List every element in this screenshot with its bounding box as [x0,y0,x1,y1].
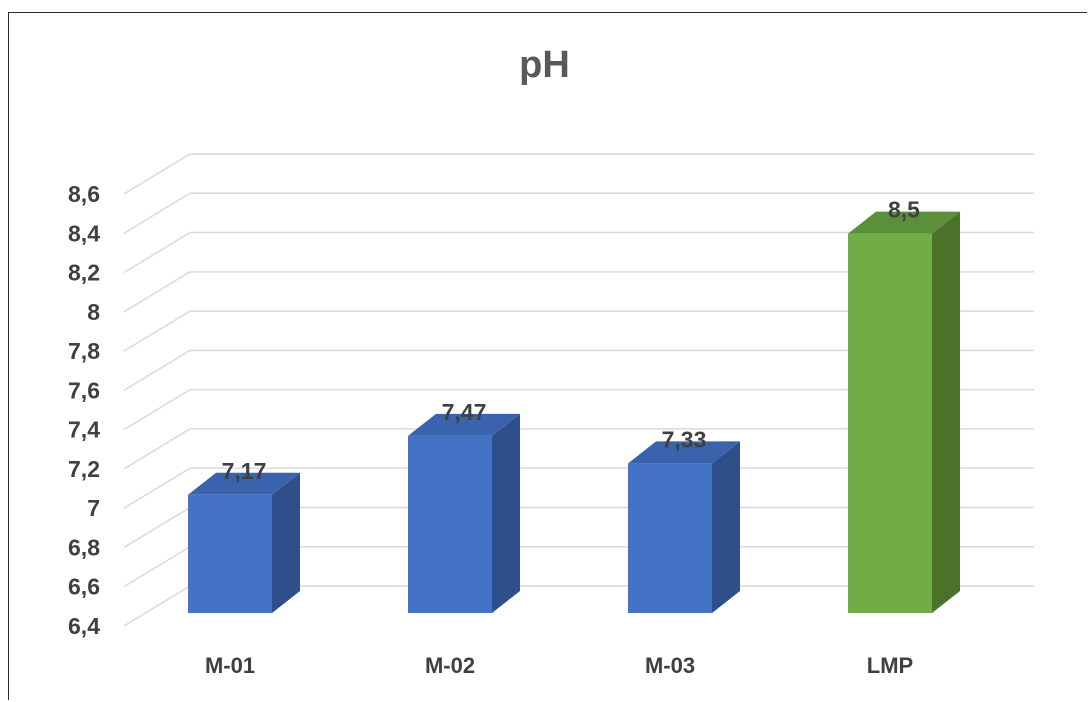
y-tick-label: 8 [87,299,100,325]
gridline-diagonal [123,506,191,549]
bar-top [408,413,520,436]
x-category-label: LMP [867,653,913,678]
bar-m-02 [408,413,520,613]
x-category-label: M-03 [645,653,695,678]
gridline-diagonal [123,192,191,234]
bar-m-01 [188,472,300,613]
gridline-diagonal [123,546,191,588]
bar-side [272,472,300,613]
bar-front [848,233,932,614]
gridline-diagonal [123,585,191,627]
chart-frame [8,12,1087,700]
y-tick-label: 7,8 [68,338,100,364]
gridline-diagonal [123,428,191,470]
gridline-diagonal [123,388,191,431]
gridline-diagonal [123,467,191,509]
bar-front [628,463,712,613]
chart-title: pH [519,44,570,86]
bar-front [408,435,492,613]
y-tick-label: 8,2 [68,260,100,286]
data-label: 7,33 [662,426,707,452]
y-axis-ticks: 6,4 6,6 6,8 7 7,2 7,4 7,6 7,8 8 8,2 8,4 8,6 [68,181,100,639]
y-tick-label: 7,2 [68,456,100,482]
bar-top [628,441,740,464]
data-label: 8,5 [888,197,920,223]
y-tick-label: 7,4 [68,417,100,443]
y-tick-label: 6,8 [68,534,100,560]
gridline-diagonal [123,153,191,195]
bar-side [492,413,520,613]
gridline-diagonal [123,349,191,392]
y-tick-label: 7,6 [68,377,100,403]
data-label: 7,17 [222,458,267,484]
x-category-label: M-02 [425,653,475,678]
bar-side [932,211,960,614]
gridline-diagonal [123,231,191,274]
bar-top [848,211,960,234]
bar-m-03 [628,441,740,613]
bar-lmp [848,211,960,614]
y-tick-label: 7 [87,495,100,521]
bars: 7,17 M-01 7,47 M-02 7,33 M-03 8,5 LMP [188,197,960,678]
gridline-diagonal [123,310,191,352]
x-category-label: M-01 [205,653,255,678]
bar-front [188,494,272,613]
gridline-diagonal [123,271,191,313]
data-label: 7,47 [442,399,487,425]
bar-side [712,441,740,613]
y-tick-label: 6,4 [68,613,100,639]
y-tick-label: 6,6 [68,574,100,600]
y-tick-label: 8,4 [68,220,100,246]
y-tick-label: 8,6 [68,181,100,207]
bar-top [188,472,300,495]
